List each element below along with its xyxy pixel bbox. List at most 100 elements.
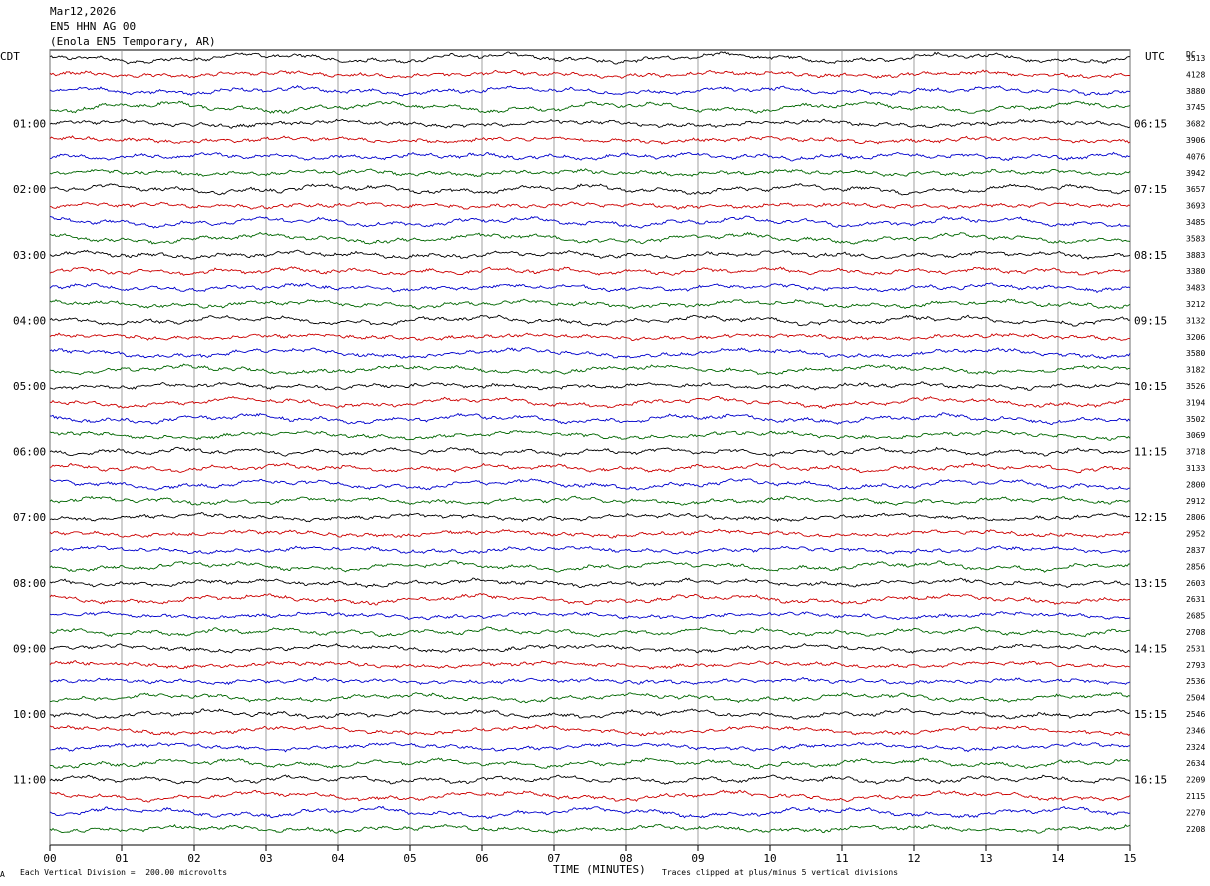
dc-offset-label: 3380 bbox=[1186, 267, 1205, 276]
dc-offset-label: 2546 bbox=[1186, 710, 1205, 719]
trace-line bbox=[49, 593, 1131, 606]
axis-labels: 00 01 02 03 04 05 06 07 08 09 10 11 12 13 14 15 3513 4128… bbox=[13, 54, 1205, 865]
dc-offset-label: 3502 bbox=[1186, 415, 1205, 424]
left-hour-label: 04:00 bbox=[13, 314, 46, 327]
trace-line bbox=[49, 430, 1131, 441]
x-tick-label: 13 bbox=[979, 852, 992, 865]
x-tick-label: 03 bbox=[259, 852, 272, 865]
dc-offset-label: 2603 bbox=[1186, 579, 1205, 588]
left-hour-label: 05:00 bbox=[13, 380, 46, 393]
scale-note: Each Vertical Division = 200.00 microvol… bbox=[20, 868, 228, 877]
trace-line bbox=[49, 774, 1131, 785]
trace-line bbox=[49, 215, 1130, 229]
dc-offset-label: 4128 bbox=[1186, 70, 1205, 79]
trace-line bbox=[49, 660, 1131, 670]
trace-line bbox=[49, 231, 1131, 245]
dc-offset-label: 3745 bbox=[1186, 103, 1205, 112]
dc-offset-label: 3942 bbox=[1186, 169, 1205, 178]
left-hour-label: 06:00 bbox=[13, 446, 46, 459]
trace-line bbox=[49, 135, 1131, 145]
trace-line bbox=[49, 805, 1131, 819]
trace-line bbox=[49, 691, 1131, 704]
dc-offset-label: 3883 bbox=[1186, 251, 1205, 260]
trace-line bbox=[49, 462, 1131, 474]
trace-line bbox=[49, 412, 1131, 425]
trace-line bbox=[49, 347, 1131, 360]
dc-offset-label: 2115 bbox=[1186, 792, 1205, 801]
dc-offset-label: 2806 bbox=[1186, 513, 1205, 522]
right-hour-label: 06:15 bbox=[1134, 118, 1167, 131]
x-tick-label: 09 bbox=[691, 852, 704, 865]
dc-offset-label: 3513 bbox=[1186, 54, 1205, 63]
channel-label: EN5 HHN AG 00 bbox=[50, 20, 137, 33]
dc-offset-label: 2952 bbox=[1186, 530, 1205, 539]
clip-note: Traces clipped at plus/minus 5 vertical … bbox=[662, 868, 899, 877]
dc-offset-label: 2685 bbox=[1186, 612, 1205, 621]
dc-offset-label: 3693 bbox=[1186, 202, 1205, 211]
dc-offset-label: 3133 bbox=[1186, 464, 1205, 473]
plot-frame bbox=[49, 49, 1131, 846]
dc-offset-label: 2634 bbox=[1186, 759, 1205, 768]
dc-offset-label: 2324 bbox=[1186, 743, 1205, 752]
left-hour-label: 02:00 bbox=[13, 183, 46, 196]
left-hour-label: 08:00 bbox=[13, 577, 46, 590]
x-tick-label: 02 bbox=[187, 852, 200, 865]
dc-offset-label: 2912 bbox=[1186, 497, 1205, 506]
trace-line bbox=[49, 757, 1131, 770]
trace-line bbox=[49, 249, 1131, 260]
dc-offset-label: 2531 bbox=[1186, 644, 1205, 653]
x-tick-label: 14 bbox=[1051, 852, 1065, 865]
trace-line bbox=[49, 626, 1130, 638]
x-tick-label: 15 bbox=[1123, 852, 1136, 865]
dc-offset-label: 3580 bbox=[1186, 349, 1205, 358]
left-timezone-label: CDT bbox=[0, 50, 20, 63]
trace-line bbox=[49, 85, 1131, 97]
right-hour-label: 09:15 bbox=[1134, 314, 1167, 327]
left-hour-label: 10:00 bbox=[13, 708, 46, 721]
dc-offset-label: 2837 bbox=[1186, 546, 1205, 555]
x-tick-label: 12 bbox=[907, 852, 920, 865]
trace-line bbox=[49, 151, 1131, 162]
trace-line bbox=[49, 610, 1131, 621]
x-tick-label: 11 bbox=[835, 852, 848, 865]
dc-column-label: DC bbox=[1186, 50, 1196, 59]
right-hour-label: 10:15 bbox=[1134, 380, 1167, 393]
x-axis-title: TIME (MINUTES) bbox=[553, 863, 646, 876]
dc-offset-label: 3718 bbox=[1186, 448, 1205, 457]
trace-line bbox=[49, 560, 1131, 573]
trace-line bbox=[49, 545, 1131, 555]
dc-offset-label: 3526 bbox=[1186, 382, 1205, 391]
dc-offset-label: 4076 bbox=[1186, 152, 1205, 161]
dc-offset-label: 2209 bbox=[1186, 776, 1205, 785]
dc-offset-label: 2208 bbox=[1186, 825, 1205, 834]
chart-date: Mar12,2026 bbox=[50, 5, 117, 18]
dc-offset-label: 3206 bbox=[1186, 333, 1205, 342]
trace-line bbox=[49, 528, 1131, 539]
dc-offset-label: 2270 bbox=[1186, 808, 1205, 817]
dc-offset-label: 3069 bbox=[1186, 431, 1205, 440]
x-tick-label: 01 bbox=[115, 852, 128, 865]
corner-mark: A bbox=[0, 870, 5, 879]
dc-offset-label: 3657 bbox=[1186, 185, 1205, 194]
dc-offset-label: 2536 bbox=[1186, 677, 1205, 686]
right-hour-label: 11:15 bbox=[1134, 446, 1167, 459]
right-hour-label: 13:15 bbox=[1134, 577, 1167, 590]
trace-line bbox=[49, 183, 1131, 196]
seismic-traces bbox=[49, 51, 1131, 834]
right-timezone-label: UTC bbox=[1145, 50, 1165, 63]
trace-line bbox=[49, 478, 1131, 491]
trace-line bbox=[49, 168, 1131, 178]
trace-line bbox=[49, 100, 1131, 114]
trace-line bbox=[49, 381, 1131, 391]
x-tick-label: 07 bbox=[547, 852, 560, 865]
x-tick-label: 10 bbox=[763, 852, 776, 865]
dc-offset-label: 3194 bbox=[1186, 398, 1205, 407]
trace-line bbox=[49, 201, 1131, 210]
trace-line bbox=[49, 789, 1131, 803]
trace-line bbox=[49, 363, 1131, 376]
trace-line bbox=[49, 314, 1131, 327]
trace-line bbox=[49, 741, 1131, 753]
dc-offset-label: 2856 bbox=[1186, 562, 1205, 571]
dc-offset-label: 3906 bbox=[1186, 136, 1205, 145]
dc-offset-label: 2346 bbox=[1186, 726, 1205, 735]
